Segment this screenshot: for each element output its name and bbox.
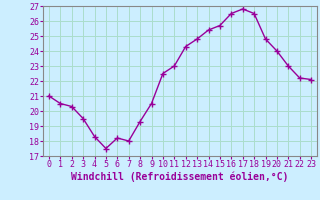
X-axis label: Windchill (Refroidissement éolien,°C): Windchill (Refroidissement éolien,°C) [71,172,289,182]
